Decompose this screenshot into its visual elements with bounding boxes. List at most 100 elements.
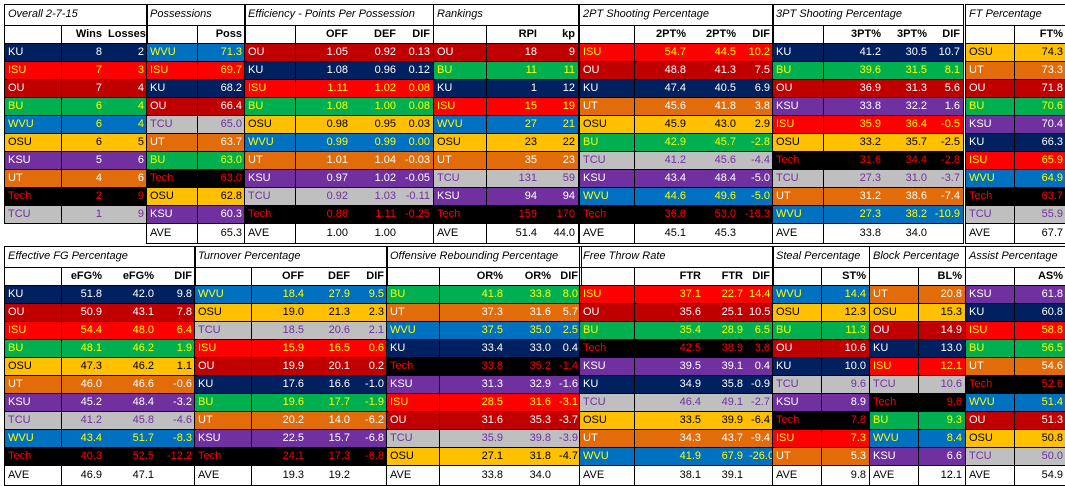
team-name-cell: OU (873, 324, 890, 336)
value-cell: 73.3 (1014, 62, 1065, 79)
value-cell: 10.5 (749, 306, 771, 318)
value-cell: 15.9 (251, 340, 307, 357)
table-row: Tech 52.6 (966, 375, 1065, 393)
value-cell: 2.5 (562, 324, 578, 336)
team-name-cell: Tech (390, 360, 414, 372)
table-row: OSU 45.9 43.0 2.9 (580, 115, 773, 133)
team-name-cell: ISU (583, 46, 602, 58)
value-cell: 20.8 (918, 286, 965, 303)
value-cell: DIF (560, 270, 578, 282)
table-header-row: Poss (147, 25, 245, 43)
table-row: UT 45.6 41.8 3.8 (580, 97, 773, 115)
team-name-cell: ISU (969, 324, 988, 336)
table-header-row: 3PT% 3PT% DIF (773, 25, 963, 43)
value-cell: 14.4 (749, 288, 771, 300)
value-cell: 3PT% (897, 28, 927, 40)
value-cell: 35 (486, 152, 540, 169)
value-cell: 7.8 (821, 412, 869, 429)
value-cell: 6.5 (754, 324, 770, 336)
team-name-cell: WVU (8, 118, 34, 130)
value-cell: -2.8 (941, 154, 960, 166)
value-cell: 23 (486, 134, 540, 151)
team-name-cell: OSU (198, 306, 222, 318)
team-name-cell: BU (437, 64, 453, 76)
team-name-cell: TCU (437, 172, 460, 184)
team-name-cell: KU (776, 360, 792, 372)
value-cell: 48.0 (132, 324, 154, 336)
average-row: AVE 38.1 39.1 (580, 465, 773, 485)
team-name-cell: OU (437, 46, 454, 58)
value-cell: 32.9 (529, 378, 551, 390)
team-name-cell: UT (583, 100, 598, 112)
value-cell: DIF (752, 270, 770, 282)
value-cell: 3.6 (754, 342, 770, 354)
value-cell: 31.3 (905, 82, 927, 94)
value-cell: 20.6 (328, 324, 350, 336)
value-cell: 36.6 (634, 206, 689, 223)
value-cell: 15.7 (328, 432, 350, 444)
table-row: UT 46.0 46.6 -0.6 (5, 375, 195, 393)
table-row: BU 35.4 28.9 6.5 (580, 321, 773, 339)
table-header-row: Wins Losses (5, 25, 147, 43)
value-cell: 19.0 (251, 304, 307, 321)
average-row: AVE 65.3 (147, 223, 245, 243)
team-name-cell: WVU (969, 396, 995, 408)
value-cell: 1.11 (295, 80, 351, 97)
value-cell: -0.03 (404, 154, 430, 166)
value-cell: FTR (721, 270, 743, 282)
table-row: UT 73.3 (966, 61, 1065, 79)
value-cell: 1.00 (374, 100, 396, 112)
value-cell: 35.9 (823, 116, 884, 133)
table-row: OSU 15.3 (870, 303, 965, 321)
table-row: OSU 50.8 (966, 429, 1065, 447)
table-row: OSU 12.3 (773, 303, 869, 321)
team-name-cell: TCU (969, 450, 992, 462)
table-row: TCU 131 59 (434, 169, 578, 187)
table-row: TCU 55.9 (966, 205, 1065, 223)
value-cell: 17.7 (328, 396, 350, 408)
value-cell: 8.0 (562, 288, 578, 300)
team-name-cell: Tech (248, 208, 272, 220)
value-cell: 5.6 (944, 82, 960, 94)
table-block: Block Percentage BL% UT 20.8 OSU 15.3 OU 14.9 KU… (869, 246, 966, 486)
table-row: ISU 12.1 (870, 357, 965, 375)
team-name-cell: AVE (150, 227, 172, 239)
value-cell: -2.5 (941, 136, 960, 148)
value-cell: 6.6 (918, 448, 965, 465)
team-name-cell: OU (776, 82, 793, 94)
table-row: OSU 33.5 39.9 -6.4 (580, 411, 773, 429)
value-cell: 46.0 (61, 376, 105, 393)
team-name-cell: OSU (150, 190, 174, 202)
value-cell: 2 (137, 46, 144, 58)
value-cell: 5.7 (562, 306, 578, 318)
value-cell: 30.5 (905, 46, 927, 58)
team-name-cell: BU (583, 324, 599, 336)
value-cell: 28.9 (721, 324, 743, 336)
table-row: Tech 42.5 38.9 3.6 (580, 339, 773, 357)
value-cell: 7 (61, 62, 105, 79)
value-cell: 27.3 (823, 206, 884, 223)
table-row: Tech 31.6 34.4 -2.8 (773, 151, 963, 169)
team-name-cell: TCU (776, 172, 799, 184)
table-row: WVU 0.99 0.99 0.00 (245, 133, 433, 151)
table-title-row: 2PT Shooting Percentage (580, 5, 773, 25)
value-cell: 0.99 (374, 136, 396, 148)
value-cell: 19.9 (251, 358, 307, 375)
value-cell: 3PT% (823, 26, 884, 43)
table-row: KU 60.8 (966, 303, 1065, 321)
table-row: KSU 31.3 32.9 -1.6 (387, 375, 581, 393)
average-row: AVE 1.00 1.00 (245, 223, 433, 243)
table-row: UT 4 6 (5, 169, 147, 187)
team-name-cell: BU (776, 64, 792, 76)
value-cell: 70.4 (1014, 116, 1065, 133)
team-name-cell: KSU (969, 288, 992, 300)
value-cell: -2.7 (751, 396, 770, 408)
table-row: UT 20.8 (870, 285, 965, 303)
value-cell: 9 (137, 208, 144, 220)
table-row: OSU 19.0 21.3 2.3 (195, 303, 387, 321)
value-cell: -1.9 (365, 396, 384, 408)
value-cell: 0.6 (368, 342, 384, 354)
value-cell: 0.00 (408, 136, 430, 148)
value-cell (739, 224, 773, 243)
value-cell: 39.8 (529, 432, 551, 444)
